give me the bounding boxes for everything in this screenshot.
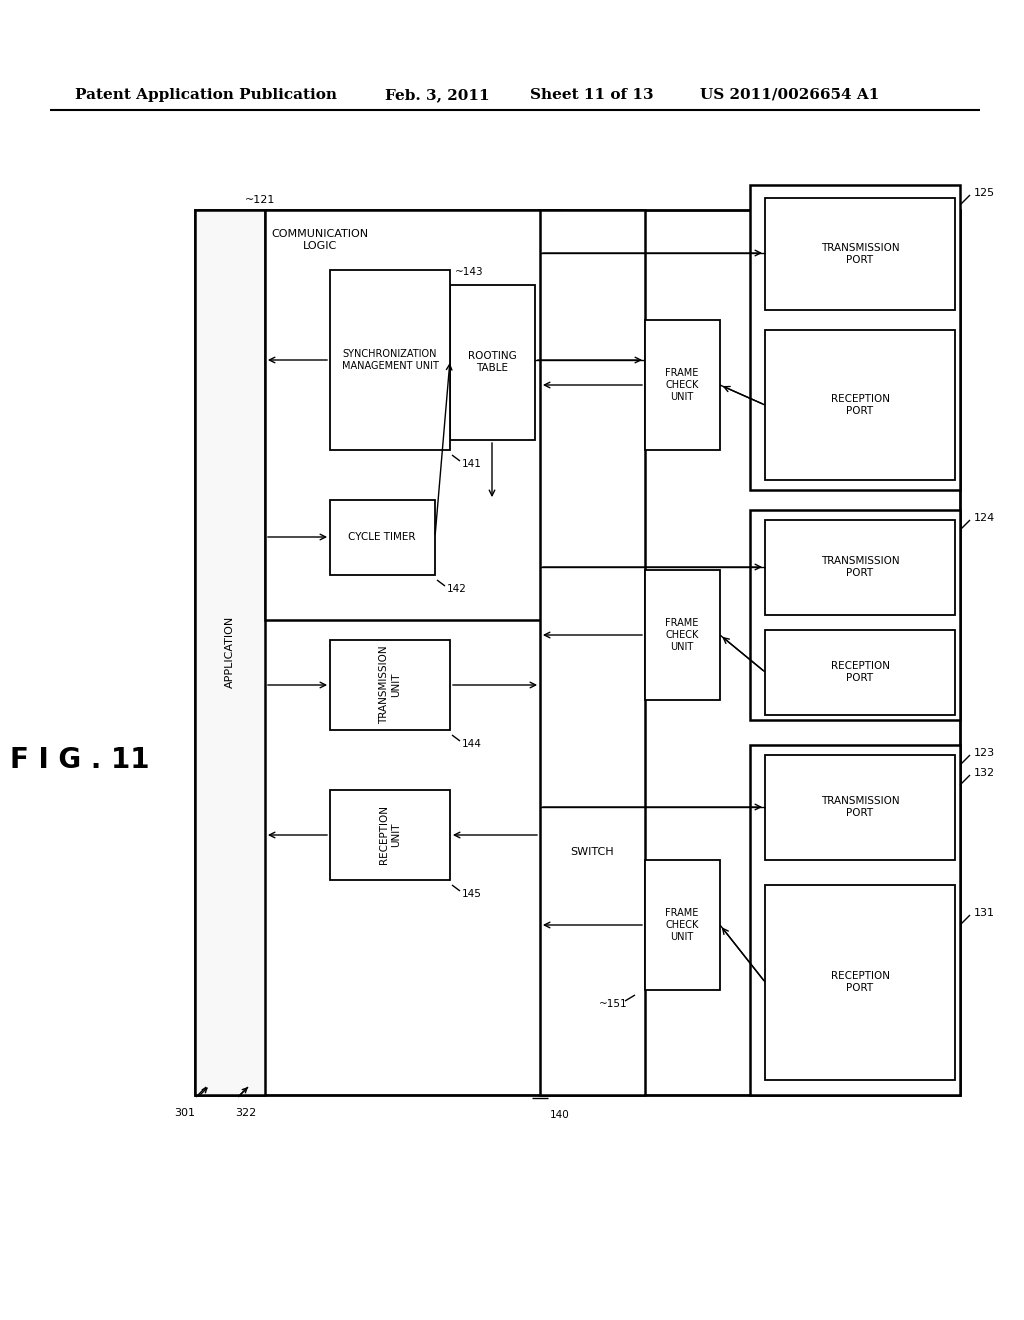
Bar xyxy=(330,640,450,730)
Text: ~143: ~143 xyxy=(455,267,483,277)
Text: ~151: ~151 xyxy=(598,999,627,1008)
Bar xyxy=(750,185,961,490)
Bar xyxy=(765,520,955,615)
Text: 131: 131 xyxy=(974,908,995,917)
Text: 123: 123 xyxy=(974,748,995,758)
Text: CYCLE TIMER: CYCLE TIMER xyxy=(348,532,416,543)
Bar xyxy=(195,210,265,1096)
Text: 132: 132 xyxy=(974,768,995,777)
Bar xyxy=(750,744,961,1096)
Text: FRAME
CHECK
UNIT: FRAME CHECK UNIT xyxy=(666,368,698,401)
Bar xyxy=(765,755,955,861)
Bar xyxy=(645,861,720,990)
Text: 322: 322 xyxy=(234,1107,256,1118)
Text: ROOTING
TABLE: ROOTING TABLE xyxy=(468,351,516,372)
Text: Feb. 3, 2011: Feb. 3, 2011 xyxy=(385,88,489,102)
Text: RECEPTION
PORT: RECEPTION PORT xyxy=(830,972,890,993)
Text: TRANSMISSION
PORT: TRANSMISSION PORT xyxy=(820,796,899,818)
Text: RECEPTION
PORT: RECEPTION PORT xyxy=(830,395,890,416)
Text: 125: 125 xyxy=(974,187,995,198)
Text: 124: 124 xyxy=(974,513,995,523)
Bar xyxy=(645,319,720,450)
Text: SWITCH: SWITCH xyxy=(570,847,613,857)
Text: TRANSMISSION
PORT: TRANSMISSION PORT xyxy=(820,556,899,578)
Text: FRAME
CHECK
UNIT: FRAME CHECK UNIT xyxy=(666,618,698,652)
Text: Patent Application Publication: Patent Application Publication xyxy=(75,88,337,102)
Bar xyxy=(330,789,450,880)
Bar xyxy=(645,570,720,700)
Bar xyxy=(540,210,645,1096)
Bar xyxy=(330,500,435,576)
Text: 141: 141 xyxy=(462,459,482,469)
Text: APPLICATION: APPLICATION xyxy=(225,616,234,688)
Text: FRAME
CHECK
UNIT: FRAME CHECK UNIT xyxy=(666,908,698,941)
Text: COMMUNICATION
LOGIC: COMMUNICATION LOGIC xyxy=(271,230,369,251)
Text: F I G . 11: F I G . 11 xyxy=(10,746,150,774)
Text: ~121: ~121 xyxy=(245,195,275,205)
Bar xyxy=(450,285,535,440)
Bar xyxy=(765,884,955,1080)
Text: 144: 144 xyxy=(462,739,482,748)
Bar xyxy=(765,630,955,715)
Text: 142: 142 xyxy=(447,583,467,594)
Bar xyxy=(765,198,955,310)
Text: US 2011/0026654 A1: US 2011/0026654 A1 xyxy=(700,88,880,102)
Bar xyxy=(750,510,961,719)
Bar xyxy=(330,271,450,450)
Bar xyxy=(195,210,961,1096)
Bar xyxy=(265,210,560,620)
Text: Sheet 11 of 13: Sheet 11 of 13 xyxy=(530,88,653,102)
Text: 140: 140 xyxy=(550,1110,569,1119)
Text: 301: 301 xyxy=(174,1107,195,1118)
Text: RECEPTION
UNIT: RECEPTION UNIT xyxy=(379,805,400,865)
Text: 145: 145 xyxy=(462,888,482,899)
Text: RECEPTION
PORT: RECEPTION PORT xyxy=(830,661,890,682)
Text: TRANSMISSION
PORT: TRANSMISSION PORT xyxy=(820,243,899,265)
Bar xyxy=(765,330,955,480)
Text: TRANSMISSION
UNIT: TRANSMISSION UNIT xyxy=(379,645,400,725)
Text: SYNCHRONIZATION
MANAGEMENT UNIT: SYNCHRONIZATION MANAGEMENT UNIT xyxy=(342,350,438,371)
